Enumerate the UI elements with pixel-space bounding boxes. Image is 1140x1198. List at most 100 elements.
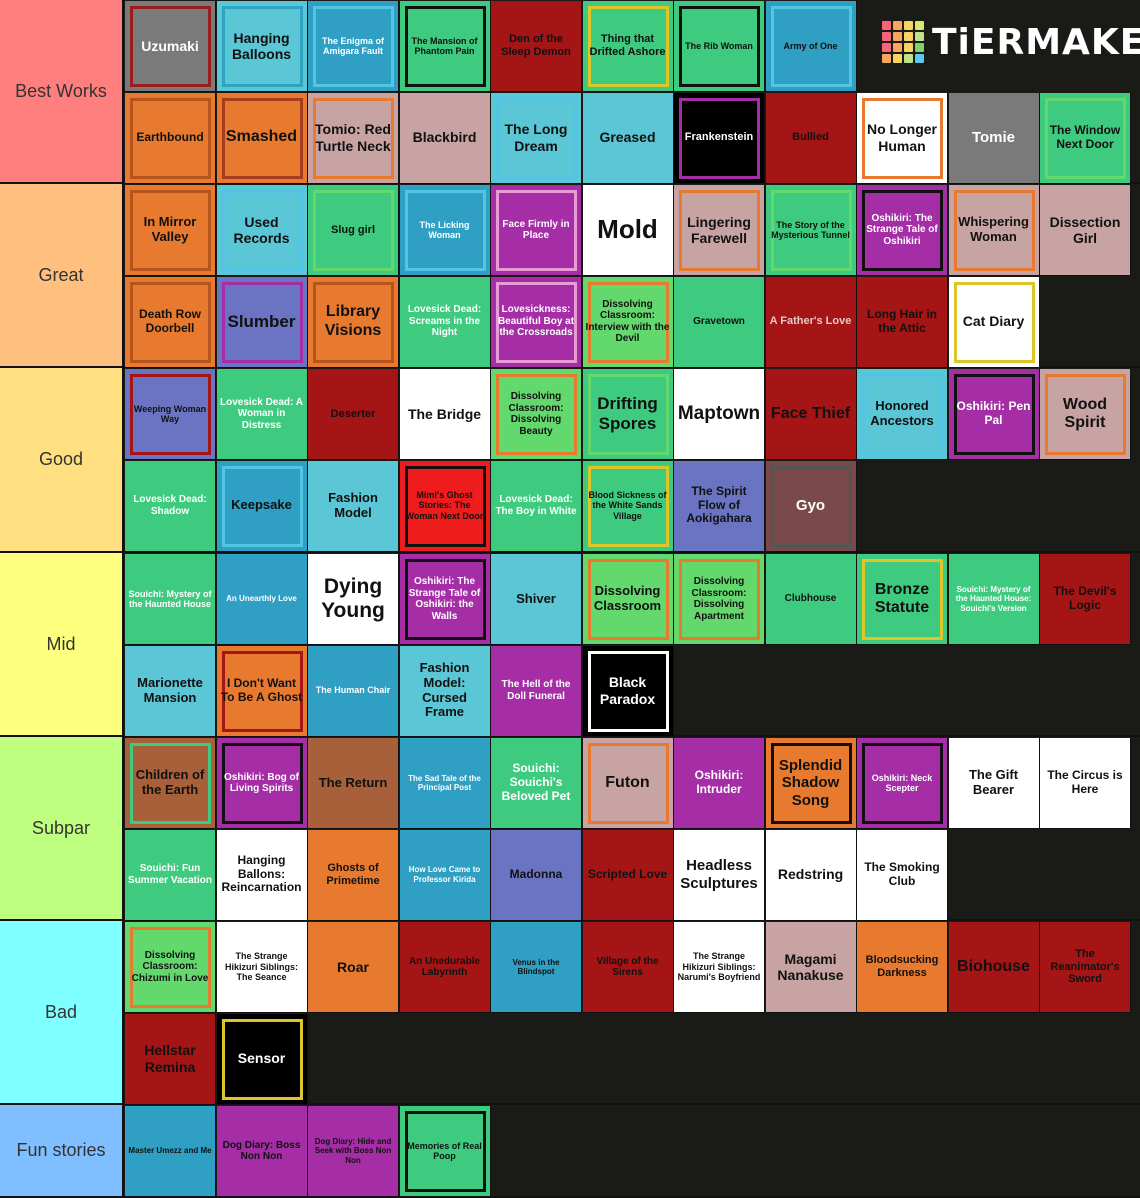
tier-item[interactable]: The Window Next Door: [1040, 92, 1131, 184]
tier-item[interactable]: Oshikiri: Intruder: [674, 738, 765, 829]
tier-item[interactable]: The Smoking Club: [857, 829, 948, 921]
tier-item[interactable]: The Mansion of Phantom Pain: [399, 1, 491, 92]
tier-item[interactable]: The Long Dream: [491, 92, 582, 184]
tier-item[interactable]: Dissolving Classroom: Dissolving Beauty: [491, 369, 582, 460]
tier-item[interactable]: The Licking Woman: [399, 185, 491, 276]
tier-item[interactable]: The Enigma of Amigara Fault: [308, 1, 399, 92]
tier-item[interactable]: Maptown: [674, 369, 765, 460]
tier-item[interactable]: Long Hair in the Attic: [857, 276, 948, 368]
tier-item[interactable]: Lovesick Dead: Shadow: [125, 460, 216, 552]
tier-item[interactable]: Honored Ancestors: [857, 369, 948, 460]
tier-item[interactable]: Scripted Love: [582, 829, 674, 921]
tier-label[interactable]: Mid: [0, 553, 124, 735]
tier-item[interactable]: Lovesickness: Beautiful Boy at the Cross…: [491, 276, 582, 368]
tier-item[interactable]: Lingering Farewell: [674, 185, 765, 276]
tier-item[interactable]: Redstring: [765, 829, 857, 921]
tier-item[interactable]: Magami Nanakuse: [765, 922, 857, 1013]
tier-item[interactable]: Shiver: [491, 554, 582, 645]
tier-item[interactable]: Deserter: [308, 369, 399, 460]
tier-label[interactable]: Bad: [0, 921, 124, 1103]
tier-item[interactable]: Gyo: [765, 460, 857, 552]
tier-item[interactable]: Cat Diary: [948, 276, 1040, 368]
tier-item[interactable]: Weeping Woman Way: [125, 369, 216, 460]
tier-item[interactable]: Thing that Drifted Ashore: [582, 1, 674, 92]
tier-item[interactable]: Gravetown: [674, 276, 765, 368]
tier-item[interactable]: Master Umezz and Me: [125, 1106, 216, 1197]
tier-item[interactable]: The Story of the Mysterious Tunnel: [765, 185, 857, 276]
tier-item[interactable]: Oshikiri: Neck Scepter: [857, 738, 948, 829]
tier-item[interactable]: Oshikiri: Pen Pal: [948, 369, 1040, 460]
tier-item[interactable]: Splendid Shadow Song: [765, 738, 857, 829]
tier-item[interactable]: Face Firmly in Place: [491, 185, 582, 276]
tier-item[interactable]: The Spirit Flow of Aokigahara: [674, 460, 765, 552]
tier-item[interactable]: Blood Sickness of the White Sands Villag…: [582, 460, 674, 552]
tier-item[interactable]: Dissolving Classroom: [582, 554, 674, 645]
tier-label[interactable]: Best Works: [0, 0, 124, 182]
tier-item[interactable]: Dissection Girl: [1040, 185, 1131, 276]
tier-item[interactable]: Bloodsucking Darkness: [857, 922, 948, 1013]
tier-item[interactable]: Library Visions: [308, 276, 399, 368]
tier-item[interactable]: Madonna: [491, 829, 582, 921]
tier-item[interactable]: Dissolving Classroom: Chizumi in Love: [125, 922, 216, 1013]
tier-item[interactable]: An Unedurable Labyrinth: [399, 922, 491, 1013]
tier-label[interactable]: Good: [0, 368, 124, 551]
tier-item[interactable]: Oshikiri: The Strange Tale of Oshikiri: …: [399, 554, 491, 645]
tier-item[interactable]: Death Row Doorbell: [125, 276, 216, 368]
tier-label[interactable]: Fun stories: [0, 1105, 124, 1196]
tier-item[interactable]: Souichi: Souichi's Beloved Pet: [491, 738, 582, 829]
tier-item[interactable]: Black Paradox: [582, 645, 674, 737]
tier-item[interactable]: Uzumaki: [125, 1, 216, 92]
tier-item[interactable]: The Hell of the Doll Funeral: [491, 645, 582, 737]
tier-item[interactable]: Mold: [582, 185, 674, 276]
tier-label[interactable]: Great: [0, 184, 124, 366]
tier-item[interactable]: Souichi: Mystery of the Haunted House: S…: [948, 554, 1040, 645]
tier-item[interactable]: Lovesick Dead: A Woman in Distress: [216, 369, 308, 460]
tier-item[interactable]: Dog Diary: Hide and Seek with Boss Non N…: [308, 1106, 399, 1197]
tier-item[interactable]: How Love Came to Professor Kirida: [399, 829, 491, 921]
tier-item[interactable]: Slug girl: [308, 185, 399, 276]
tier-item[interactable]: Dissolving Classroom: Interview with the…: [582, 276, 674, 368]
tier-item[interactable]: Face Thief: [765, 369, 857, 460]
tier-item[interactable]: The Return: [308, 738, 399, 829]
tier-item[interactable]: The Gift Bearer: [948, 738, 1040, 829]
tier-item[interactable]: Greased: [582, 92, 674, 184]
tier-item[interactable]: Lovesick Dead: The Boy in White: [491, 460, 582, 552]
tier-item[interactable]: Clubhouse: [765, 554, 857, 645]
tier-item[interactable]: Used Records: [216, 185, 308, 276]
tier-item[interactable]: Sensor: [216, 1013, 308, 1105]
tier-item[interactable]: The Circus is Here: [1040, 738, 1131, 829]
tier-item[interactable]: Memories of Real Poop: [399, 1106, 491, 1197]
tier-item[interactable]: The Strange Hikizuri Siblings: Narumi's …: [674, 922, 765, 1013]
tier-item[interactable]: Fashion Model: Cursed Frame: [399, 645, 491, 737]
tier-item[interactable]: Souichi: Fun Summer Vacation: [125, 829, 216, 921]
tier-item[interactable]: The Strange Hikizuri Siblings: The Seanc…: [216, 922, 308, 1013]
tier-item[interactable]: The Reanimator's Sword: [1040, 922, 1131, 1013]
tier-item[interactable]: In Mirror Valley: [125, 185, 216, 276]
tier-item[interactable]: Den of the Sleep Demon: [491, 1, 582, 92]
tier-item[interactable]: Slumber: [216, 276, 308, 368]
tier-item[interactable]: The Bridge: [399, 369, 491, 460]
tier-item[interactable]: Hellstar Remina: [125, 1013, 216, 1105]
tier-item[interactable]: Tomio: Red Turtle Neck: [308, 92, 399, 184]
tier-label[interactable]: Subpar: [0, 737, 124, 919]
tier-item[interactable]: Drifting Spores: [582, 369, 674, 460]
tier-item[interactable]: The Human Chair: [308, 645, 399, 737]
tier-item[interactable]: The Devil's Logic: [1040, 554, 1131, 645]
tier-item[interactable]: Hanging Ballons: Reincarnation: [216, 829, 308, 921]
tier-item[interactable]: Lovesick Dead: Screams in the Night: [399, 276, 491, 368]
tier-item[interactable]: Smashed: [216, 92, 308, 184]
tier-item[interactable]: Keepsake: [216, 460, 308, 552]
tier-item[interactable]: Children of the Earth: [125, 738, 216, 829]
tier-item[interactable]: Wood Spirit: [1040, 369, 1131, 460]
tier-item[interactable]: Earthbound: [125, 92, 216, 184]
tier-item[interactable]: Hanging Balloons: [216, 1, 308, 92]
tier-item[interactable]: Village of the Sirens: [582, 922, 674, 1013]
tier-item[interactable]: Venus in the Blindspot: [491, 922, 582, 1013]
tier-item[interactable]: Dying Young: [308, 554, 399, 645]
tier-item[interactable]: Biohouse: [948, 922, 1040, 1013]
tier-item[interactable]: Bullied: [765, 92, 857, 184]
tier-item[interactable]: Oshikiri: The Strange Tale of Oshikiri: [857, 185, 948, 276]
tier-item[interactable]: No Longer Human: [857, 92, 948, 184]
tier-item[interactable]: Ghosts of Primetime: [308, 829, 399, 921]
tier-item[interactable]: Dog Diary: Boss Non Non: [216, 1106, 308, 1197]
